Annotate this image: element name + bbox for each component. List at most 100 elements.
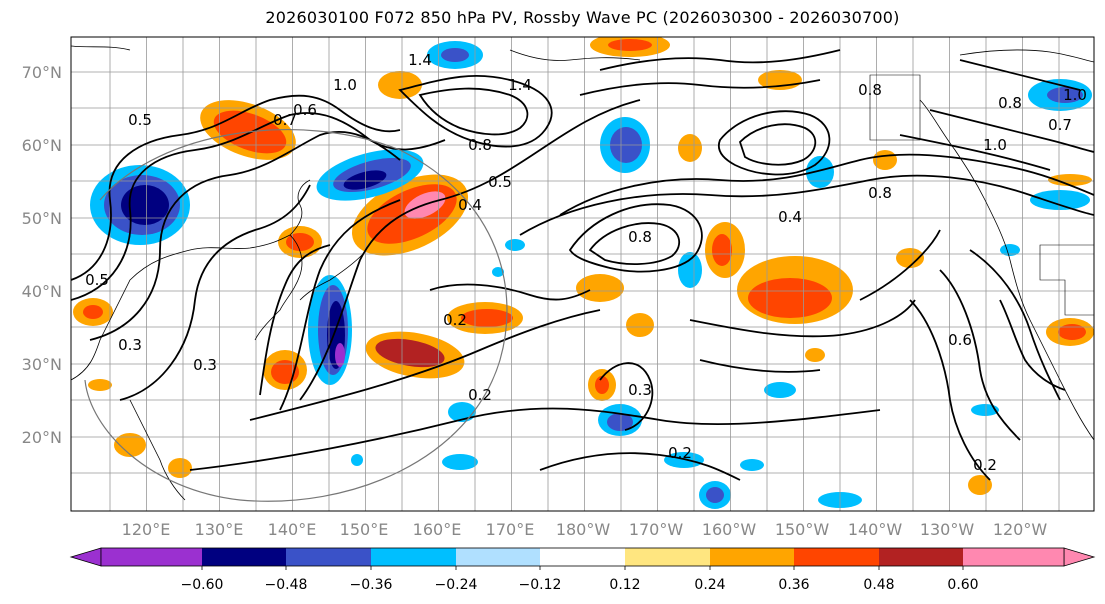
anomaly-positive (375, 338, 445, 368)
lon-tick-label: 120°E (122, 520, 171, 539)
colorbar-tick-label: 0.24 (694, 577, 725, 593)
anomaly-positive (748, 278, 832, 318)
contour-label: 0.8 (998, 94, 1022, 112)
contour-label: 0.2 (468, 386, 492, 404)
lon-tick-label: 130°E (195, 520, 244, 539)
anomaly-positive (461, 309, 513, 327)
colorbar-segment (625, 548, 710, 566)
anomaly-negative (1030, 190, 1090, 210)
colorbar-segment (371, 548, 456, 566)
contour-label: 0.2 (973, 456, 997, 474)
anomaly-positive (896, 248, 924, 268)
anomaly-positive (88, 379, 112, 391)
lon-tick-label: 170°E (486, 520, 535, 539)
contour-label: 0.2 (668, 444, 692, 462)
highlight-circle (84, 129, 508, 502)
anomaly-negative (505, 239, 525, 251)
anomaly-positive (712, 234, 732, 266)
anomaly-negative (1047, 87, 1083, 103)
colorbar-tick-label: −0.48 (265, 577, 308, 593)
pv-contours (71, 49, 1094, 481)
anomaly-negative (343, 170, 387, 190)
lat-tick-label: 30°N (22, 355, 62, 374)
colorbar-tick-label: 0.48 (863, 577, 894, 593)
lon-tick-label: 160°W (702, 520, 757, 539)
colorbar-tick-label: −0.12 (519, 577, 562, 593)
anomaly-negative (740, 459, 764, 471)
anomaly-positive (678, 134, 702, 162)
lon-tick-label: 140°E (268, 520, 317, 539)
contour-label: 0.7 (1048, 116, 1072, 134)
anomaly-negative (1000, 244, 1020, 256)
lon-tick-label: 140°W (848, 520, 903, 539)
anomaly-positive (626, 313, 654, 337)
lon-tick-label: 170°W (629, 520, 684, 539)
lon-tick-label: 150°E (340, 520, 389, 539)
longitude-labels: 120°E 130°E 140°E 150°E 160°E 170°E 180°W 170°W… (122, 520, 1048, 539)
contour-label: 1.0 (333, 76, 357, 94)
lat-tick-label: 40°N (22, 282, 62, 301)
coastlines (71, 45, 1094, 501)
anomaly-positive (805, 348, 825, 362)
lat-tick-label: 20°N (22, 428, 62, 447)
contour-label: 0.5 (85, 271, 109, 289)
lon-tick-label: 160°E (413, 520, 462, 539)
colorbar-segment (202, 548, 286, 566)
anomaly-negative (121, 185, 169, 225)
contour-label: 0.4 (778, 208, 802, 226)
contour-label: 0.8 (858, 81, 882, 99)
lon-tick-label: 180°W (556, 520, 611, 539)
anomaly-negative (971, 404, 999, 416)
colorbar-segment (963, 548, 1064, 566)
anomaly-positive (378, 71, 422, 99)
contour-label: 1.0 (983, 136, 1007, 154)
contour-label: 0.8 (868, 184, 892, 202)
lat-tick-label: 50°N (22, 209, 62, 228)
anomaly-positive (608, 39, 652, 51)
contour-label: 0.2 (443, 311, 467, 329)
colorbar-segment (540, 548, 625, 566)
anomaly-negative (607, 413, 633, 431)
lat-tick-label: 60°N (22, 136, 62, 155)
lon-tick-label: 120°W (993, 520, 1048, 539)
contour-label: 0.5 (128, 111, 152, 129)
contour-labels: 1.41.41.0 0.80.50.40.80.20.20.30.21.00.70… (85, 51, 1087, 474)
contour-label: 0.6 (948, 331, 972, 349)
contour-label: 0.4 (458, 196, 482, 214)
anomaly-negative (678, 252, 702, 288)
map-border (70, 36, 1095, 512)
colorbar-segment (710, 548, 794, 566)
contour-label: 1.0 (1063, 86, 1087, 104)
colorbar-tick-label: 0.60 (947, 577, 978, 593)
colorbar-segment (794, 548, 879, 566)
anomaly-negative (442, 454, 478, 470)
anomaly-negative (764, 382, 796, 398)
lat-tick-label: 70°N (22, 63, 62, 82)
contour-label: 0.7 (273, 111, 297, 129)
anomaly-negative (492, 267, 504, 277)
anomaly-positive (114, 433, 146, 457)
colorbar-segment (456, 548, 540, 566)
contour-label: 1.4 (408, 51, 432, 69)
contour-label: 0.3 (118, 336, 142, 354)
anomaly-positive (576, 274, 624, 302)
anomaly-positive (168, 458, 192, 478)
anomaly-negative (806, 156, 834, 188)
anomaly-negative (351, 454, 363, 466)
contour-label: 0.6 (293, 101, 317, 119)
latitude-labels: 70°N 60°N 50°N 40°N 30°N 20°N (22, 63, 62, 447)
anomaly-negative (706, 487, 724, 503)
anomaly-positive (595, 376, 609, 394)
anomaly-positive (1058, 324, 1086, 340)
chart-title: 2026030100 F072 850 hPa PV, Rossby Wave … (265, 8, 900, 27)
contour-label: 0.3 (628, 381, 652, 399)
graticule (71, 37, 1094, 511)
lon-tick-label: 130°W (920, 520, 975, 539)
contour-label: 1.4 (508, 76, 532, 94)
anomaly-positive (286, 233, 314, 251)
colorbar-tick-label: −0.60 (181, 577, 224, 593)
colorbar-segment (879, 548, 963, 566)
colorbar-segment (286, 548, 371, 566)
contour-label: 0.3 (193, 356, 217, 374)
